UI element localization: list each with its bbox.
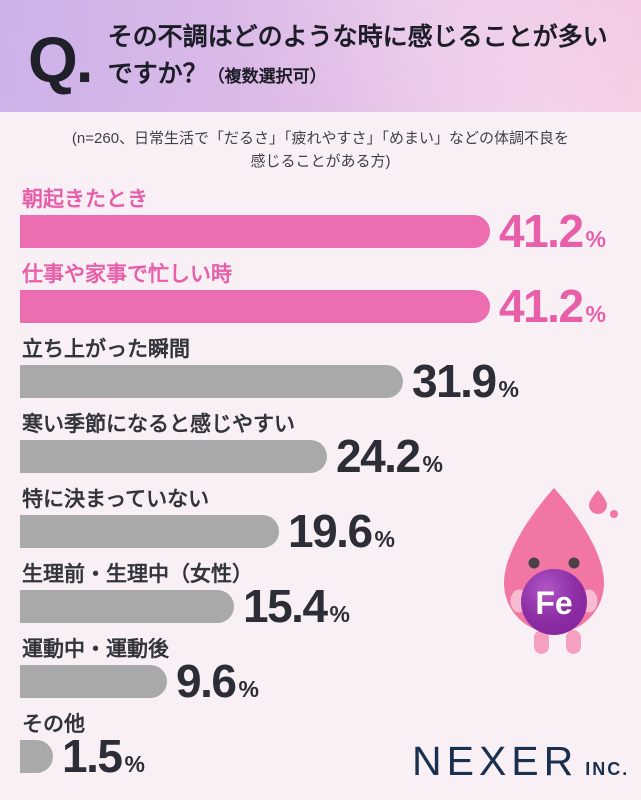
bar (20, 214, 490, 248)
category-label: 寒い季節になると感じやすい (22, 412, 295, 436)
value-label: 1.5% (62, 733, 145, 779)
value-label: 19.6% (288, 508, 395, 554)
question-header: Q. その不調はどのような時に感じることが多いですか？（複数選択可） (0, 0, 641, 112)
value-number: 24.2 (336, 430, 421, 482)
category-label: 運動中・運動後 (22, 637, 169, 661)
question-title-main: その不調はどのような時に感じることが多いですか？ (107, 22, 608, 89)
percent-sign: % (329, 601, 350, 627)
chart-row: 仕事や家事で忙しい時 41.2% (20, 262, 641, 329)
category-label: 朝起きたとき (22, 187, 148, 211)
chart-row: 寒い季節になると感じやすい 24.2% (20, 412, 641, 479)
value-number: 31.9 (412, 355, 497, 407)
nexer-logo-main: NEXER (412, 738, 579, 784)
chart-row: 特に決まっていない 19.6% (20, 487, 641, 554)
percent-sign: % (238, 676, 259, 702)
value-number: 41.2 (499, 280, 584, 332)
bar-chart: 朝起きたとき 41.2% 仕事や家事で忙しい時 41.2% 立ち上がった瞬間 31.9% 寒… (0, 187, 641, 779)
splash-droplet (589, 490, 618, 518)
chart-row: 朝起きたとき 41.2% (20, 187, 641, 254)
percent-sign: % (585, 301, 606, 327)
mascot-feet (534, 630, 581, 654)
percent-sign: % (498, 376, 519, 402)
fe-badge-label: Fe (535, 585, 572, 621)
percent-sign: % (585, 226, 606, 252)
nexer-logo-suffix: INC. (585, 759, 630, 779)
bar (20, 364, 403, 398)
bar-line: 31.9% (20, 358, 641, 404)
iron-mascot: Fe (480, 484, 632, 660)
question-title: その不調はどのような時に感じることが多いですか？（複数選択可） (108, 19, 620, 94)
value-number: 1.5 (62, 730, 123, 782)
percent-sign: % (422, 451, 443, 477)
nexer-logo: NEXER INC. (412, 741, 629, 782)
category-label: 仕事や家事で忙しい時 (22, 262, 232, 286)
value-label: 15.4% (243, 583, 350, 629)
value-label: 24.2% (336, 433, 443, 479)
chart-row: その他 1.5% (20, 712, 641, 779)
sample-note-line2: 感じることがある方) (250, 153, 391, 171)
bar (20, 739, 53, 773)
value-number: 9.6 (176, 655, 237, 707)
value-label: 9.6% (176, 658, 259, 704)
category-label: 生理前・生理中（女性） (22, 562, 253, 586)
bar (20, 289, 490, 323)
chart-row: 立ち上がった瞬間 31.9% (20, 337, 641, 404)
q-mark: Q. (28, 24, 94, 96)
sample-note: (n=260、日常生活で「だるさ」「疲れやすさ」「めまい」などの体調不良を 感じ… (0, 127, 641, 174)
chart-row: 生理前・生理中（女性） 15.4% (20, 562, 641, 629)
iron-mascot-drawing: Fe (504, 488, 618, 654)
bar-line: 41.2% (20, 283, 641, 329)
bar (20, 514, 279, 548)
bar (20, 589, 234, 623)
sample-note-line1: (n=260、日常生活で「だるさ」「疲れやすさ」「めまい」などの体調不良を (71, 130, 570, 147)
fe-badge-circle (521, 569, 587, 635)
bar-line: 41.2% (20, 208, 641, 254)
value-number: 15.4 (243, 580, 328, 632)
value-label: 31.9% (412, 358, 519, 404)
question-title-suffix: （複数選択可） (207, 67, 327, 86)
percent-sign: % (124, 751, 145, 777)
value-number: 41.2 (499, 205, 584, 257)
value-label: 41.2% (499, 283, 606, 329)
bar (20, 664, 167, 698)
bar-line: 24.2% (20, 433, 641, 479)
bar-line: 1.5% (20, 733, 641, 779)
bar-line: 9.6% (20, 658, 641, 704)
value-label: 41.2% (499, 208, 606, 254)
bar-line: 15.4% (20, 583, 641, 629)
value-number: 19.6 (288, 505, 373, 557)
category-label: 特に決まっていない (22, 487, 210, 511)
category-label: 立ち上がった瞬間 (22, 337, 190, 361)
category-label: その他 (22, 712, 85, 736)
chart-row: 運動中・運動後 9.6% (20, 637, 641, 704)
percent-sign: % (374, 526, 395, 552)
bar (20, 439, 327, 473)
bar-line: 19.6% (20, 508, 641, 554)
